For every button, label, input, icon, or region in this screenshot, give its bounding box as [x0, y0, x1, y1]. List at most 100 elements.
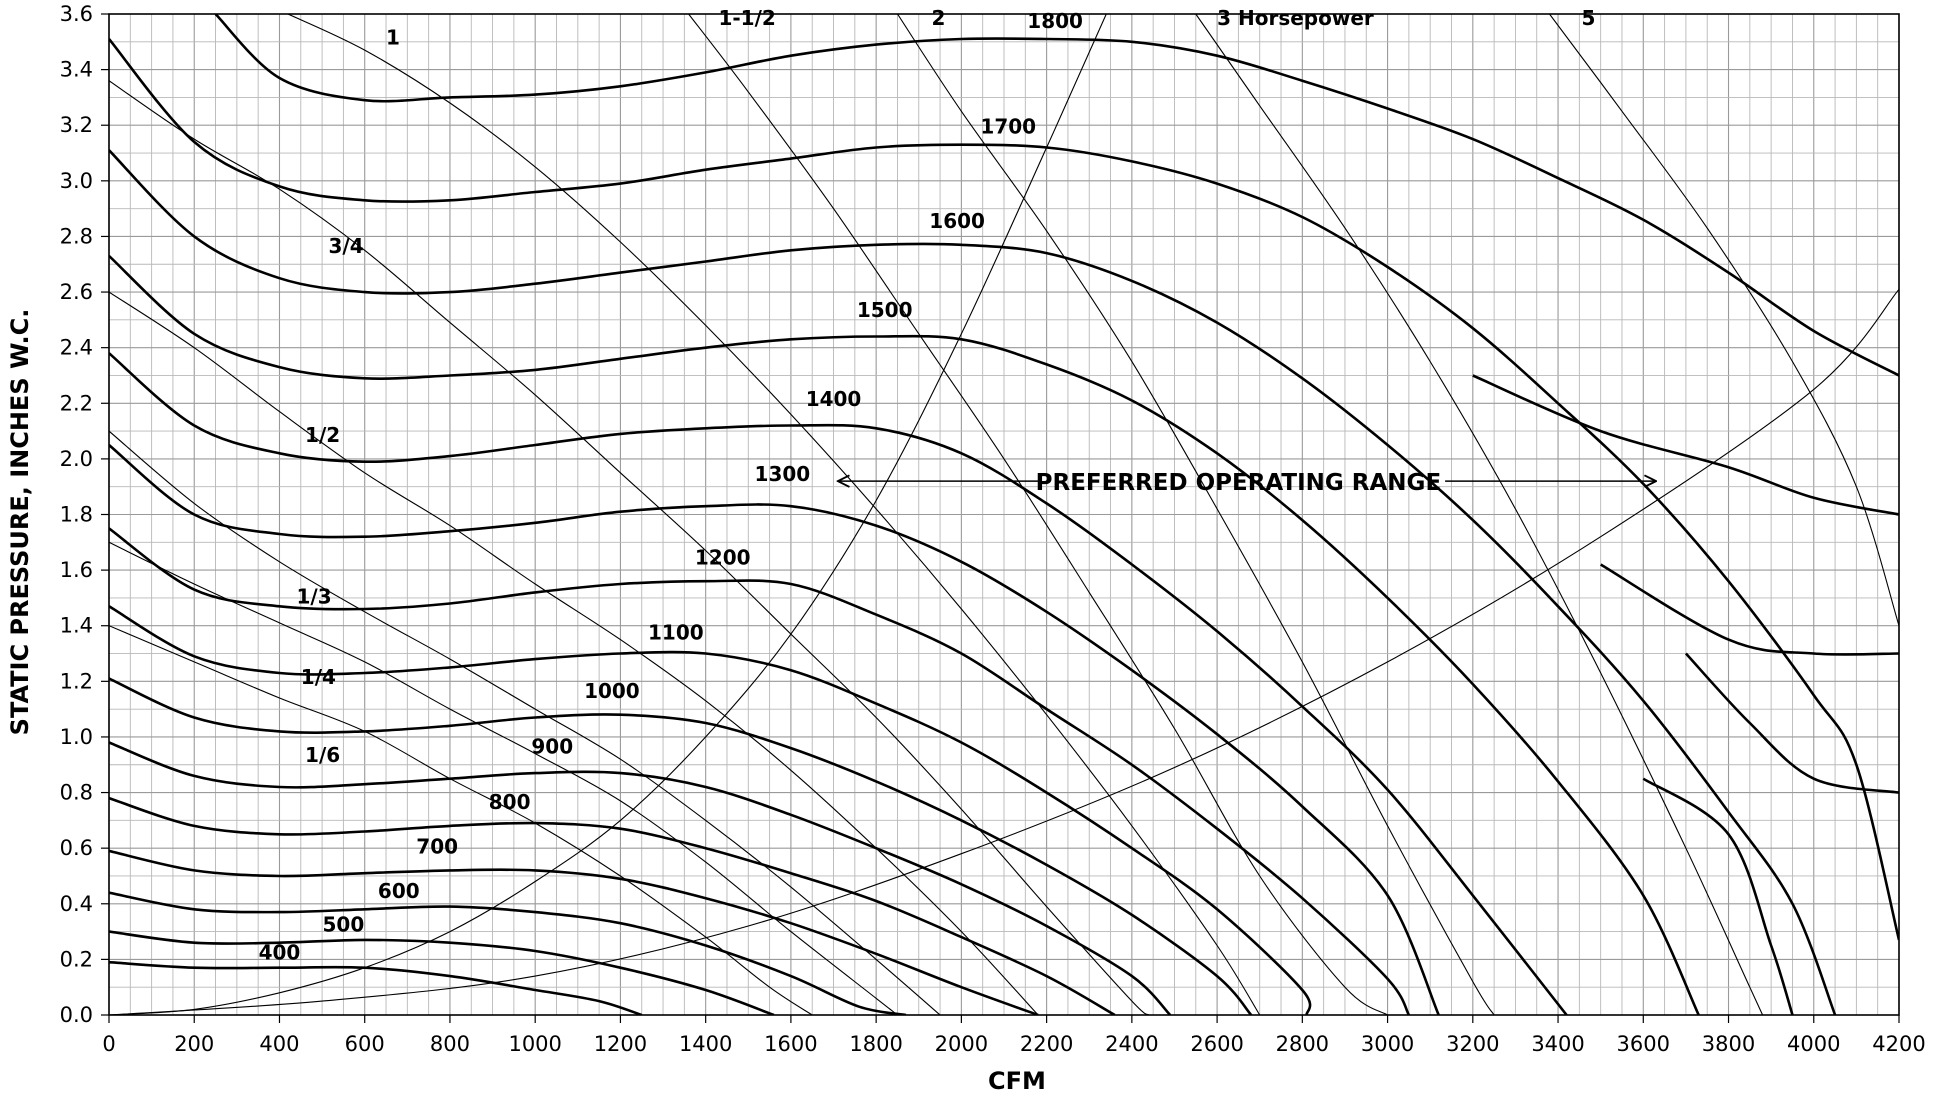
horsepower-label: 3 Horsepower [1217, 6, 1374, 30]
horsepower-curve [109, 291, 1039, 1015]
x-tick-label: 1400 [679, 1032, 732, 1056]
y-tick-label: 0.0 [60, 1003, 93, 1027]
rpm-curve [109, 849, 1039, 1015]
x-tick-label: 200 [174, 1032, 214, 1056]
y-tick-label: 1.6 [60, 558, 93, 582]
horsepower-curve [109, 430, 941, 1015]
horsepower-label: 2 [932, 6, 946, 30]
y-tick-label: 2.0 [60, 447, 93, 471]
rpm-curve [109, 254, 1700, 1015]
rpm-label: 1500 [857, 298, 913, 322]
x-tick-label: 4000 [1787, 1032, 1840, 1056]
y-tick-label: 3.4 [60, 58, 93, 82]
rpm-curve [109, 796, 1116, 1015]
rpm-curve [109, 891, 907, 1015]
x-tick-label: 2000 [935, 1032, 988, 1056]
rpm-curve-segment [1472, 374, 1899, 516]
horsepower-label: 1/6 [305, 743, 340, 767]
x-tick-label: 600 [345, 1032, 385, 1056]
operating-range-annotation: PREFERRED OPERATING RANGE [838, 470, 1656, 496]
horsepower-curve [1195, 14, 1764, 1015]
y-tick-label: 0.4 [60, 892, 93, 916]
horsepower-label: 5 [1581, 6, 1595, 30]
rpm-label: 1600 [929, 209, 985, 233]
curve-labels: 1/6 1/4 1/3 1/2 3/4 1 1-1/2 2 3 Horsepower 5 400 50… [259, 6, 1596, 964]
y-tick-label: 1.0 [60, 725, 93, 749]
y-tick-label: 3.0 [60, 169, 93, 193]
axes: 0 200 400 600 800 1000 1200 1400 1600 1800 2000 220… [60, 2, 1926, 1056]
rpm-label: 1800 [1027, 9, 1083, 33]
rpm-label: 1400 [806, 387, 862, 411]
rpm-curve [109, 443, 1440, 1015]
x-tick-label: 2600 [1190, 1032, 1243, 1056]
y-tick-label: 2.2 [60, 391, 93, 415]
rpm-curve [109, 741, 1172, 1015]
horsepower-label: 1 [386, 26, 400, 50]
rpm-label: 400 [259, 940, 301, 964]
rpm-curve [109, 930, 775, 1015]
y-tick-label: 3.6 [60, 2, 93, 26]
rpm-curve [109, 605, 1312, 1015]
y-tick-label: 1.8 [60, 503, 93, 527]
y-tick-label: 2.6 [60, 280, 93, 304]
rpm-curve [109, 149, 1837, 1015]
rpm-curve [109, 527, 1411, 1015]
horsepower-label: 1/3 [297, 584, 332, 608]
x-tick-label: 3600 [1617, 1032, 1670, 1056]
rpm-label: 500 [323, 913, 365, 937]
horsepower-label: 1/2 [305, 423, 340, 447]
y-tick-label: 1.4 [60, 614, 93, 638]
rpm-curve-segment [1600, 563, 1899, 656]
rpm-curve [214, 14, 1899, 377]
x-tick-label: 0 [102, 1032, 115, 1056]
rpm-label: 1100 [648, 621, 704, 645]
x-tick-label: 2400 [1105, 1032, 1158, 1056]
x-tick-label: 1200 [594, 1032, 647, 1056]
x-tick-label: 4200 [1872, 1032, 1925, 1056]
horsepower-curve [897, 14, 1495, 1015]
horsepower-label: 1-1/2 [718, 6, 775, 30]
x-tick-label: 3000 [1361, 1032, 1414, 1056]
grid [108, 13, 1900, 1016]
system-curve [109, 14, 1107, 1015]
horsepower-label: 1/4 [301, 665, 336, 689]
rpm-label: 800 [489, 790, 531, 814]
rpm-curve [109, 38, 1899, 941]
rpm-label: 1000 [584, 679, 640, 703]
x-tick-label: 2800 [1276, 1032, 1329, 1056]
rpm-curve [109, 352, 1568, 1015]
rpm-label: 700 [416, 835, 458, 859]
rpm-label: 1300 [755, 462, 811, 486]
x-tick-label: 400 [259, 1032, 299, 1056]
y-tick-label: 0.2 [60, 947, 93, 971]
x-tick-label: 1800 [849, 1032, 902, 1056]
curves [109, 14, 1899, 1015]
horsepower-curve [1549, 14, 1899, 626]
horsepower-label: 3/4 [328, 234, 363, 258]
operating-range-label: PREFERRED OPERATING RANGE [1036, 470, 1442, 496]
rpm-label: 900 [531, 735, 573, 759]
x-tick-label: 3400 [1531, 1032, 1584, 1056]
horsepower-curve [109, 541, 898, 1015]
horsepower-curve [109, 80, 1150, 1015]
y-tick-label: 0.6 [60, 836, 93, 860]
rpm-curve [109, 677, 1253, 1015]
x-tick-label: 3200 [1446, 1032, 1499, 1056]
y-tick-label: 2.4 [60, 336, 93, 360]
y-tick-label: 1.2 [60, 669, 93, 693]
x-tick-label: 3800 [1702, 1032, 1755, 1056]
x-tick-label: 1600 [764, 1032, 817, 1056]
x-tick-label: 800 [430, 1032, 470, 1056]
rpm-curve [109, 960, 643, 1015]
rpm-curve-segment [1684, 652, 1899, 794]
x-axis-title: CFM [988, 1067, 1046, 1095]
system-curve [109, 288, 1899, 1015]
rpm-label: 600 [378, 879, 420, 903]
y-tick-label: 0.8 [60, 781, 93, 805]
x-tick-label: 2200 [1020, 1032, 1073, 1056]
rpm-curve-segment [1642, 777, 1794, 1015]
horsepower-curve [688, 14, 1388, 1015]
rpm-label: 1700 [980, 115, 1036, 139]
y-tick-label: 2.8 [60, 224, 93, 248]
